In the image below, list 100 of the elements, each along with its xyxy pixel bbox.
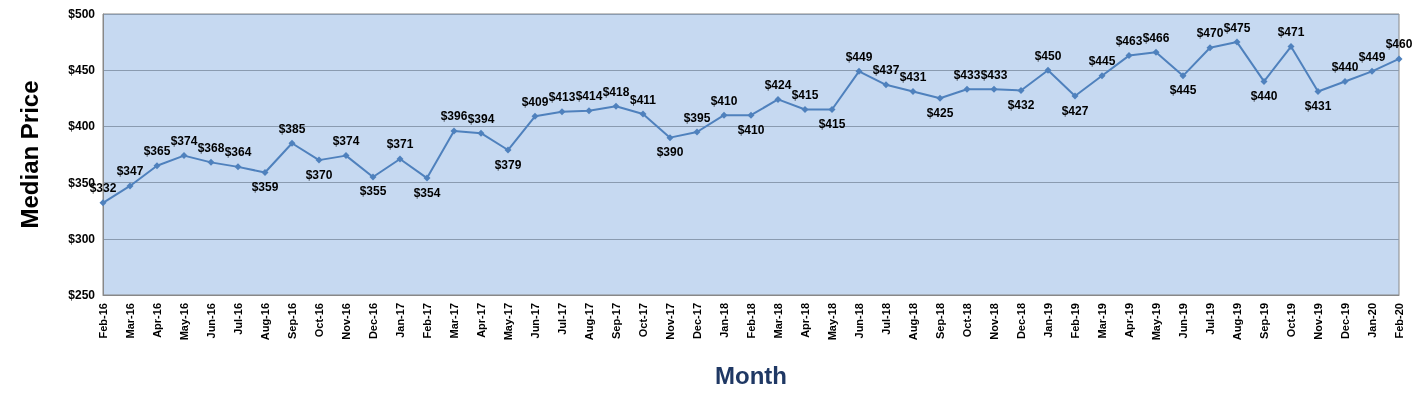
data-label: $460 [1385, 37, 1413, 52]
data-label: $432 [1007, 97, 1035, 112]
data-label: $365 [143, 144, 171, 159]
data-label: $368 [197, 140, 225, 155]
point [207, 158, 215, 166]
x-tick-label: Oct-16 [313, 303, 325, 338]
x-tick-label: Apr-17 [475, 303, 487, 338]
x-tick-label: Oct-19 [1285, 303, 1297, 338]
x-tick-label: May-18 [826, 303, 838, 341]
x-tick-label: Aug-19 [1231, 303, 1243, 341]
x-tick-label: Apr-16 [151, 303, 163, 338]
point [261, 168, 269, 176]
data-label: $409 [521, 94, 549, 109]
point [963, 85, 971, 93]
x-tick-label: Jun-18 [853, 303, 865, 339]
data-label: $410 [737, 122, 765, 137]
x-tick-label: Apr-18 [799, 303, 811, 338]
data-label: $449 [1358, 49, 1386, 64]
point [288, 139, 296, 147]
data-label: $394 [467, 111, 495, 126]
data-label: $371 [386, 137, 414, 152]
point [666, 134, 674, 142]
data-label: $425 [926, 105, 954, 120]
data-label: $413 [548, 90, 576, 105]
point [936, 94, 944, 102]
data-label: $471 [1277, 25, 1305, 40]
point [234, 163, 242, 171]
point [585, 107, 593, 115]
point [1098, 72, 1106, 80]
point [1287, 43, 1295, 51]
data-label: $414 [575, 89, 603, 104]
data-label: $440 [1250, 88, 1278, 103]
point [153, 162, 161, 170]
data-label: $424 [764, 77, 792, 92]
y-tick-label: $450 [68, 63, 96, 78]
point [909, 88, 917, 96]
x-tick-label: Mar-18 [772, 303, 784, 339]
y-tick-label: $400 [68, 119, 96, 134]
x-tick-label: Sep-16 [286, 303, 298, 340]
x-tick-label: Jun-17 [529, 303, 541, 339]
data-label: $364 [224, 145, 252, 160]
x-tick-label: Nov-17 [664, 303, 676, 340]
data-label: $449 [845, 49, 873, 64]
data-label: $431 [899, 70, 927, 85]
point [1044, 66, 1052, 74]
data-label: $359 [251, 179, 279, 194]
point [1206, 44, 1214, 52]
data-label: $466 [1142, 30, 1170, 45]
x-tick-label: May-17 [502, 303, 514, 341]
x-tick-label: Apr-19 [1123, 303, 1135, 338]
x-tick-label: Nov-18 [988, 303, 1000, 340]
point [1071, 92, 1079, 100]
data-label: $433 [953, 67, 981, 82]
data-label: $415 [791, 88, 819, 103]
data-label: $395 [683, 110, 711, 125]
point [477, 129, 485, 137]
data-label: $475 [1223, 20, 1251, 35]
data-label: $411 [629, 92, 657, 107]
point [99, 199, 107, 207]
data-label: $355 [359, 184, 387, 199]
data-label: $450 [1034, 48, 1062, 63]
x-tick-label: Oct-17 [637, 303, 649, 338]
x-tick-label: Mar-19 [1096, 303, 1108, 339]
y-axis-title: Median Price [15, 80, 43, 229]
point [693, 128, 701, 136]
data-label: $410 [710, 93, 738, 108]
point [396, 155, 404, 163]
point [1152, 48, 1160, 56]
x-tick-label: Jan-18 [718, 303, 730, 338]
point [1368, 67, 1376, 75]
x-tick-label: Dec-16 [367, 303, 379, 340]
x-tick-label: Dec-17 [691, 303, 703, 340]
x-tick-label: Aug-17 [583, 303, 595, 341]
x-tick-label: Feb-17 [421, 303, 433, 339]
data-label: $390 [656, 145, 684, 160]
x-tick-label: Aug-16 [259, 303, 271, 341]
x-tick-label: Dec-18 [1015, 303, 1027, 340]
x-tick-label: Feb-19 [1069, 303, 1081, 339]
x-tick-label: Jun-19 [1177, 303, 1189, 339]
point [558, 108, 566, 116]
x-tick-label: Jun-16 [205, 303, 217, 339]
x-tick-label: Feb-20 [1393, 303, 1405, 339]
x-tick-label: Jul-16 [232, 303, 244, 335]
y-tick-label: $300 [68, 231, 96, 246]
point [531, 112, 539, 120]
data-label: $445 [1088, 54, 1116, 69]
point [315, 156, 323, 164]
x-tick-label: Nov-19 [1312, 303, 1324, 340]
point [450, 127, 458, 135]
point [774, 95, 782, 103]
x-tick-label: Feb-16 [97, 303, 109, 339]
data-label: $433 [980, 67, 1008, 82]
data-label: $379 [494, 157, 522, 172]
data-label: $396 [440, 109, 468, 124]
point [504, 146, 512, 154]
point [1233, 38, 1241, 46]
point [180, 152, 188, 160]
point [828, 106, 836, 114]
point [342, 152, 350, 160]
x-tick-label: May-16 [178, 303, 190, 341]
